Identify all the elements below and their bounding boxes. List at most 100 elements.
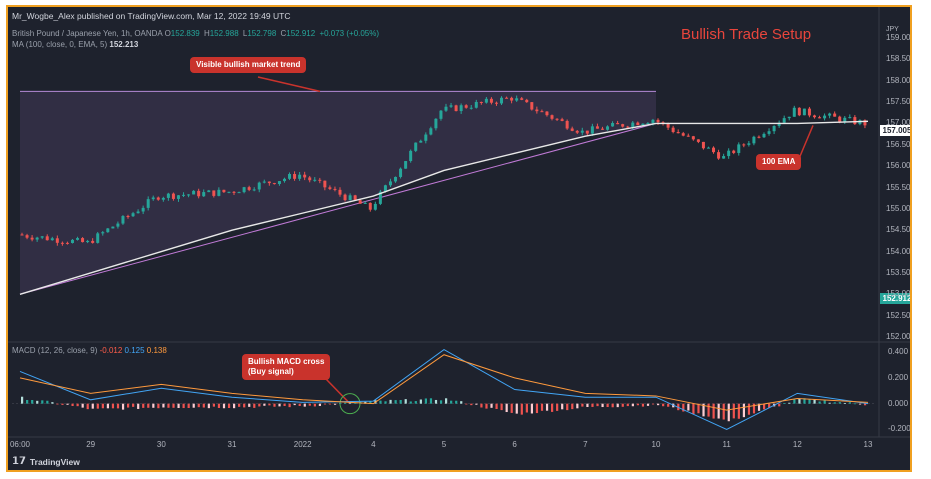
macd-histogram-bar <box>858 403 862 405</box>
macd-histogram-bar <box>192 403 195 408</box>
candle-body <box>464 105 468 108</box>
macd-histogram-bar <box>465 403 468 405</box>
macd-histogram-bar <box>853 403 857 405</box>
tradingview-logo[interactable]: 𝟭𝟳 TradingView <box>12 456 80 467</box>
candle-body <box>807 108 811 116</box>
price-tick-label: 158.500 <box>886 54 911 64</box>
callout-macd-pointer <box>325 378 351 405</box>
candle-body <box>818 117 822 119</box>
macd-histogram-bar <box>606 403 609 408</box>
macd-histogram-bar <box>535 403 539 414</box>
macd-histogram-bar <box>616 403 619 408</box>
macd-histogram-bar <box>682 403 685 412</box>
candle-body <box>772 125 776 132</box>
macd-histogram-bar <box>278 403 281 407</box>
currency-label: JPY <box>886 26 899 33</box>
candle-body <box>747 143 751 145</box>
macd-histogram-bar <box>470 403 473 406</box>
macd-histogram-bar <box>742 403 746 418</box>
candle-body <box>267 181 271 184</box>
callout-ema: 100 EMA <box>756 154 802 170</box>
macd-histogram-bar <box>61 403 64 405</box>
candle-body <box>237 192 241 194</box>
time-tick-label: 12 <box>792 440 802 449</box>
candle-body <box>161 197 165 200</box>
macd-histogram-bar <box>823 400 826 404</box>
macd-histogram-bar <box>116 403 120 409</box>
price-tick-label: 155.000 <box>886 203 911 213</box>
candle-body <box>368 202 372 210</box>
macd-histogram-bar <box>313 403 316 407</box>
macd-histogram-bar <box>646 403 650 406</box>
macd-histogram-bar <box>172 403 175 408</box>
candle-body <box>606 126 610 130</box>
macd-histogram-bar <box>803 398 806 404</box>
macd-histogram-bar <box>31 400 34 404</box>
candle-body <box>86 240 90 243</box>
macd-histogram-bar <box>566 403 569 411</box>
macd-histogram-bar <box>545 403 549 411</box>
ma-label: MA (100, close, 0, EMA, 5) <box>12 40 108 49</box>
candle-body <box>777 122 781 126</box>
candle-body <box>560 119 564 121</box>
candle-body <box>272 183 276 185</box>
macd-histogram-bar <box>187 403 190 409</box>
price-tick-label: 152.000 <box>886 332 911 341</box>
current-price-badge: 152.912 <box>880 293 910 304</box>
macd-histogram-bar <box>722 403 725 420</box>
macd-histogram-bar <box>556 403 559 411</box>
macd-tick-label: 0.400 <box>888 347 909 357</box>
candle-body <box>651 119 655 124</box>
candle-body <box>848 117 852 119</box>
candle-body <box>691 136 695 140</box>
candle-body <box>45 236 49 241</box>
macd-signal-line <box>19 354 869 411</box>
candle-body <box>363 202 367 204</box>
candle-body <box>247 187 251 190</box>
macd-histogram-bar <box>273 403 276 407</box>
macd-histogram-bar <box>51 402 54 404</box>
candle-body <box>575 130 579 133</box>
candle-body <box>833 113 837 117</box>
macd-histogram-bar <box>248 403 251 407</box>
candle-body <box>570 128 574 131</box>
macd-histogram-bar <box>641 403 645 407</box>
candle-body <box>399 168 403 177</box>
tv-logo-icon: 𝟭𝟳 <box>12 456 26 467</box>
candle-body <box>706 147 710 149</box>
macd-histogram-bar <box>611 403 614 408</box>
time-tick-label: 7 <box>583 440 588 449</box>
candle-body <box>429 128 433 135</box>
candle-body <box>20 234 24 236</box>
candle-body <box>404 161 408 169</box>
candle-body <box>530 102 534 110</box>
candle-body <box>388 181 392 186</box>
time-tick-label: 11 <box>722 440 731 449</box>
candle-body <box>348 195 352 201</box>
candle-body <box>232 191 236 193</box>
macd-histogram-bar <box>828 402 831 404</box>
candle-body <box>757 136 761 138</box>
macd-histogram-bar <box>182 403 185 409</box>
macd-histogram-bar <box>303 403 306 407</box>
macd-histogram-bar <box>591 403 594 407</box>
macd-histogram-bar <box>838 402 841 404</box>
macd-histogram-bar <box>369 401 372 404</box>
macd-histogram-bar <box>71 403 74 406</box>
price-tick-label: 153.500 <box>886 267 911 277</box>
candle-body <box>656 119 660 123</box>
candle-body <box>182 194 186 196</box>
macd-histogram-bar <box>500 403 503 411</box>
macd-histogram-bar <box>414 401 417 404</box>
candle-body <box>202 192 206 197</box>
macd-tick-label: -0.200 <box>888 424 911 434</box>
candle-body <box>394 176 398 182</box>
candle-body <box>156 197 160 200</box>
macd-histogram-bar <box>157 403 160 409</box>
price-tick-label: 156.000 <box>886 161 911 171</box>
candle-body <box>40 236 44 238</box>
macd-histogram-bar <box>747 403 751 415</box>
macd-histogram-bar <box>142 403 145 408</box>
macd-histogram-bar <box>81 403 84 408</box>
ma-legend: MA (100, close, 0, EMA, 5) 152.213 <box>12 40 138 49</box>
